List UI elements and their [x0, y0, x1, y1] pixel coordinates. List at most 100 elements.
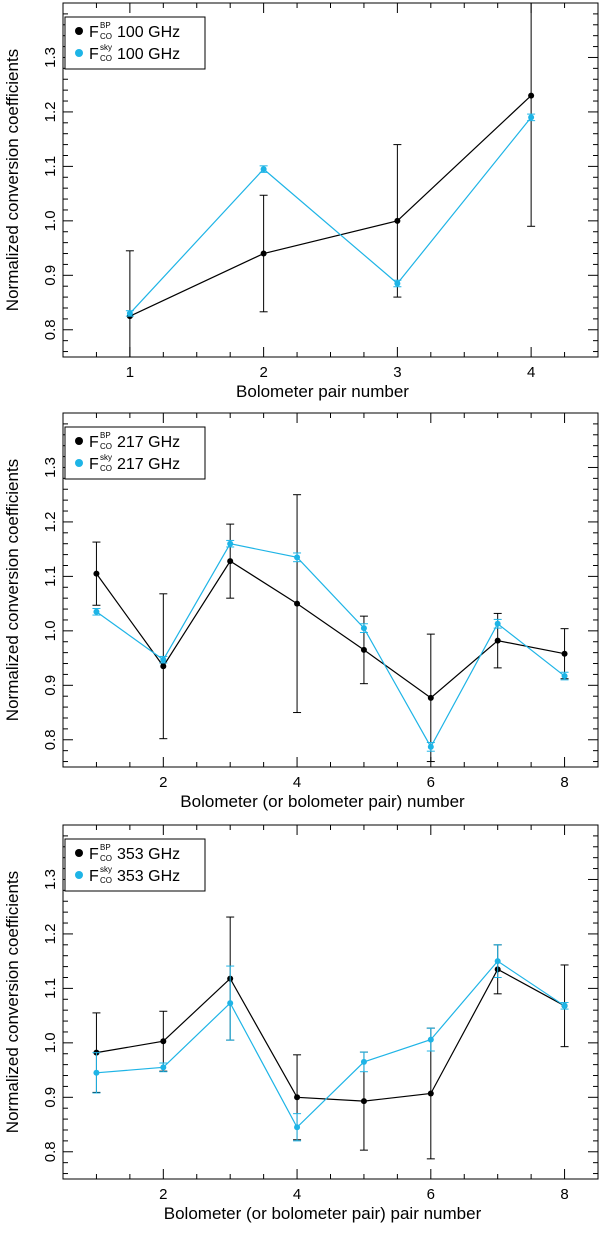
- series-line: [96, 960, 565, 1129]
- y-tick-label: 0.8: [42, 1141, 59, 1162]
- legend-box: [64, 16, 206, 70]
- legend-superscript: BP: [100, 431, 111, 440]
- legend-symbol: F: [89, 434, 99, 451]
- data-point: [394, 280, 401, 287]
- legend-marker: [75, 871, 83, 879]
- data-point: [360, 1098, 367, 1105]
- legend-subscript: CO: [100, 464, 112, 473]
- legend-symbol: F: [89, 46, 99, 63]
- data-point: [160, 656, 167, 663]
- data-point: [227, 558, 234, 565]
- data-point: [227, 540, 234, 547]
- legend-marker: [75, 49, 83, 57]
- x-tick-label: 4: [527, 364, 535, 381]
- y-tick-label: 1.1: [42, 566, 59, 587]
- data-point: [360, 1058, 367, 1065]
- legend-superscript: sky: [100, 865, 112, 874]
- y-axis-label: Normalized conversion coefficients: [3, 459, 22, 721]
- x-tick-label: 3: [393, 364, 401, 381]
- legend-entry: F BP CO 217 GHz: [75, 431, 180, 451]
- legend-marker: [75, 437, 83, 445]
- error-bar: [527, 3, 536, 227]
- x-tick-label: 1: [126, 364, 134, 381]
- data-point: [294, 1094, 301, 1101]
- y-tick-label: 1.2: [42, 101, 59, 122]
- data-point: [160, 1038, 167, 1045]
- y-tick-label: 1.2: [42, 923, 59, 944]
- y-tick-label: 1.1: [42, 978, 59, 999]
- data-point: [360, 625, 367, 632]
- data-point: [427, 1090, 434, 1097]
- legend-label: 217 GHz: [117, 456, 180, 473]
- data-point: [528, 114, 535, 121]
- series-bp: [92, 916, 569, 1160]
- data-point: [93, 1069, 100, 1076]
- y-tick-label: 1.3: [42, 457, 59, 478]
- legend-label: 353 GHz: [117, 846, 180, 863]
- data-point: [360, 646, 367, 653]
- y-tick-label: 1.3: [42, 47, 59, 68]
- legend-label: 217 GHz: [117, 434, 180, 451]
- series-line: [129, 95, 532, 317]
- y-tick-label: 1.0: [42, 620, 59, 641]
- data-point: [561, 1002, 568, 1009]
- legend-entry: F BP CO 353 GHz: [75, 843, 180, 863]
- series-line: [129, 116, 532, 314]
- legend-box: [64, 838, 206, 892]
- legend-superscript: BP: [100, 21, 111, 30]
- x-tick-label: 2: [259, 364, 267, 381]
- data-point: [427, 694, 434, 701]
- data-point: [294, 554, 301, 561]
- legend-label: 100 GHz: [117, 24, 180, 41]
- x-tick-label: 6: [427, 1186, 435, 1203]
- chart-panel-1: 0.8 0.9 1.0 1.1 1.2 1.3 1 2 3 4 Bolometer pair num…: [3, 2, 599, 401]
- series-line: [96, 543, 565, 749]
- x-tick-label: 2: [159, 774, 167, 791]
- legend-symbol: F: [89, 868, 99, 885]
- legend-symbol: F: [89, 846, 99, 863]
- x-axis-label: Bolometer (or bolometer pair) pair numbe…: [164, 1204, 482, 1223]
- x-tick-label: 2: [159, 1186, 167, 1203]
- y-tick-label: 1.0: [42, 210, 59, 231]
- legend-symbol: F: [89, 24, 99, 41]
- x-tick-label: 8: [560, 774, 568, 791]
- series-sky: [92, 539, 569, 752]
- x-tick-label: 4: [293, 1186, 301, 1203]
- series-sky: [92, 944, 569, 1142]
- x-axis-label: Bolometer pair number: [236, 382, 409, 401]
- y-tick-label: 1.0: [42, 1032, 59, 1053]
- data-point: [494, 637, 501, 644]
- data-point: [160, 663, 167, 670]
- data-point: [561, 650, 568, 657]
- y-tick-label: 0.9: [42, 1087, 59, 1108]
- chart-panel-2: 0.8 0.9 1.0 1.1 1.2 1.3 2 4 6 8 Bolometer (or bolo…: [3, 412, 599, 811]
- x-tick-label: 4: [293, 774, 301, 791]
- series-line: [96, 968, 565, 1102]
- legend-subscript: CO: [100, 854, 112, 863]
- y-tick-label: 1.2: [42, 511, 59, 532]
- series-line: [95, 560, 565, 699]
- legend-subscript: CO: [100, 32, 112, 41]
- x-tick-label: 6: [427, 774, 435, 791]
- y-tick-label: 0.8: [42, 729, 59, 750]
- x-tick-label: 8: [560, 1186, 568, 1203]
- y-tick-label: 1.3: [42, 869, 59, 890]
- legend-subscript: CO: [100, 54, 112, 63]
- data-point: [561, 673, 568, 680]
- data-point: [93, 570, 100, 577]
- legend-subscript: CO: [100, 876, 112, 885]
- data-point: [528, 92, 535, 99]
- chart-panel-3: 0.8 0.9 1.0 1.1 1.2 1.3 2 4 6 8 Bolometer (or bolo…: [3, 824, 599, 1223]
- data-point: [126, 310, 133, 317]
- data-point: [394, 217, 401, 224]
- data-point: [494, 620, 501, 627]
- data-point: [160, 1064, 167, 1071]
- x-axis-label: Bolometer (or bolometer pair) number: [180, 792, 465, 811]
- data-point: [294, 600, 301, 607]
